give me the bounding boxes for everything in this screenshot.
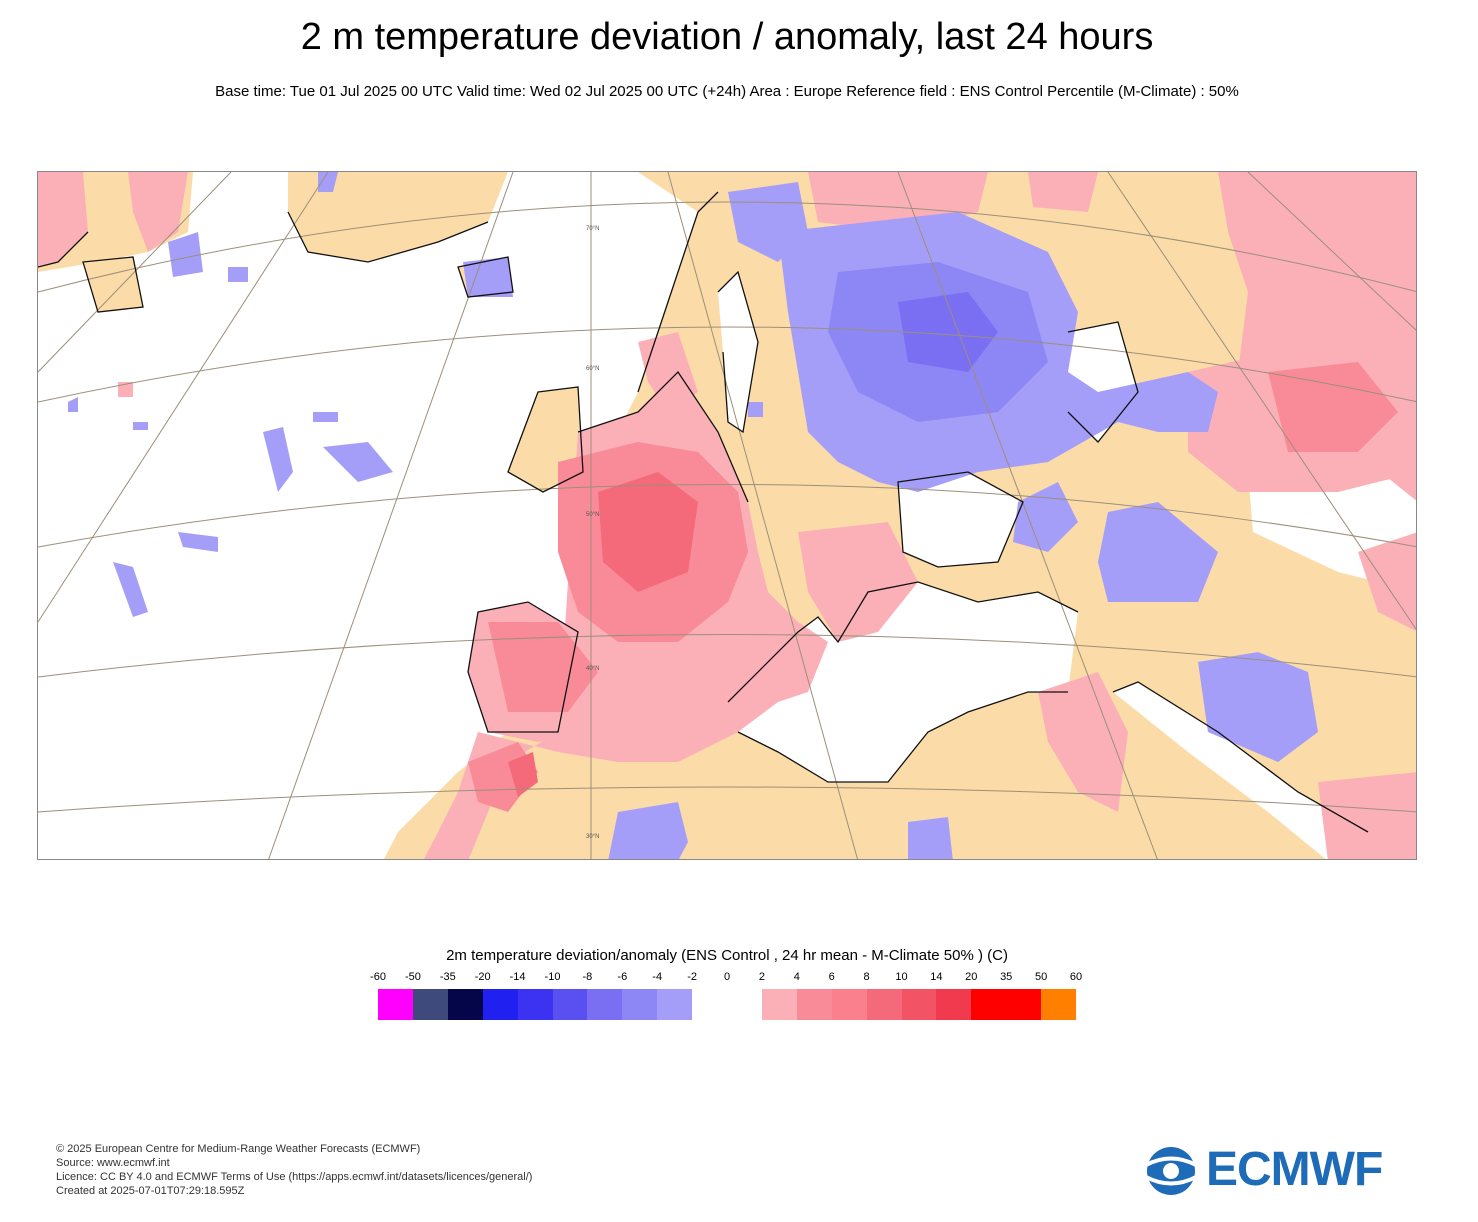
ecmwf-logo-icon — [1145, 1147, 1197, 1195]
legend-tick-label: -60 — [370, 971, 386, 983]
legend-swatch — [378, 989, 414, 1020]
ecmwf-logo: ECMWF — [1138, 1143, 1400, 1196]
legend-swatch — [657, 989, 693, 1020]
legend-tick-label: -8 — [582, 971, 593, 983]
legend-swatch — [692, 989, 728, 1020]
legend-tick-label: -50 — [404, 971, 421, 983]
footer-created: Created at 2025-07-01T07:29:18.595Z — [56, 1185, 245, 1197]
legend-tick-label: 4 — [793, 971, 800, 983]
legend-tick-label: 2 — [758, 971, 765, 983]
legend-colorbar — [0, 989, 1478, 1020]
legend-tick-row: -60 -50 -35 -20 -14 -10 -8 -6 -4 -2 0 2 4 6 8 10 14 20 35 5… — [0, 971, 1478, 985]
anomaly-map: 70°N 60°N 50°N 40°N 30°N — [37, 171, 1417, 860]
legend-swatch — [936, 989, 972, 1020]
legend-swatch — [412, 989, 449, 1020]
legend-tick-label: 50 — [1034, 971, 1048, 983]
ecmwf-logo-text: ECMWF — [1206, 1143, 1383, 1196]
legend-tick-label: -4 — [652, 971, 663, 983]
page-subtitle: Base time: Tue 01 Jul 2025 00 UTC Valid … — [215, 83, 1239, 100]
legend-swatch — [552, 989, 588, 1020]
graticule — [38, 172, 1416, 859]
legend-tick-label: 35 — [1000, 971, 1013, 983]
footer-source: Source: www.ecmwf.int — [56, 1157, 170, 1169]
legend-swatch — [447, 989, 484, 1020]
legend-swatch — [482, 989, 519, 1020]
legend-swatch — [517, 989, 553, 1020]
legend-swatch — [1006, 989, 1042, 1020]
legend-swatch — [901, 989, 937, 1020]
coastlines — [38, 191, 1369, 833]
legend-tick-label: 8 — [863, 971, 870, 983]
footer-licence: Licence: CC BY 4.0 and ECMWF Terms of Us… — [56, 1171, 533, 1183]
legend-tick-label: 6 — [828, 971, 835, 983]
footer-credits: © 2025 European Centre for Medium-Range … — [56, 1142, 532, 1198]
legend-swatch — [761, 989, 798, 1020]
legend-swatch — [727, 989, 763, 1020]
legend-swatch — [1041, 989, 1077, 1020]
legend-swatch — [866, 989, 902, 1020]
legend-tick-label: 14 — [930, 971, 943, 983]
page-title: 2 m temperature deviation / anomaly, las… — [300, 16, 1154, 58]
legend-tick-label: -6 — [617, 971, 628, 983]
legend-tick-label: 0 — [723, 971, 731, 983]
legend-tick-label: -10 — [544, 971, 561, 983]
lat-label-50: 50°N — [586, 512, 599, 518]
legend-swatch — [971, 989, 1007, 1020]
lat-label-60: 60°N — [586, 366, 599, 372]
legend-tick-label: 10 — [895, 971, 908, 983]
legend-tick-label: -35 — [439, 971, 456, 983]
legend-swatch — [831, 989, 868, 1020]
legend-tick-label: -2 — [687, 971, 697, 983]
legend-swatch — [587, 989, 623, 1020]
legend-tick-label: -20 — [474, 971, 491, 983]
legend-tick-label: 60 — [1069, 971, 1083, 983]
cold-anomaly-core — [898, 292, 998, 372]
warm-anomaly-core — [508, 472, 698, 797]
map-canvas: 70°N 60°N 50°N 40°N 30°N — [38, 172, 1416, 859]
footer-copyright: © 2025 European Centre for Medium-Range … — [56, 1143, 421, 1155]
legend-tick-label: 20 — [965, 971, 978, 983]
lat-label-30: 30°N — [586, 834, 599, 840]
legend-title: 2m temperature deviation/anomaly (ENS Co… — [446, 947, 1008, 964]
lat-label-40: 40°N — [586, 666, 599, 672]
legend-swatch — [622, 989, 658, 1020]
legend-swatch — [796, 989, 833, 1020]
lat-label-70: 70°N — [586, 226, 599, 232]
legend-tick-label: -14 — [509, 971, 526, 983]
